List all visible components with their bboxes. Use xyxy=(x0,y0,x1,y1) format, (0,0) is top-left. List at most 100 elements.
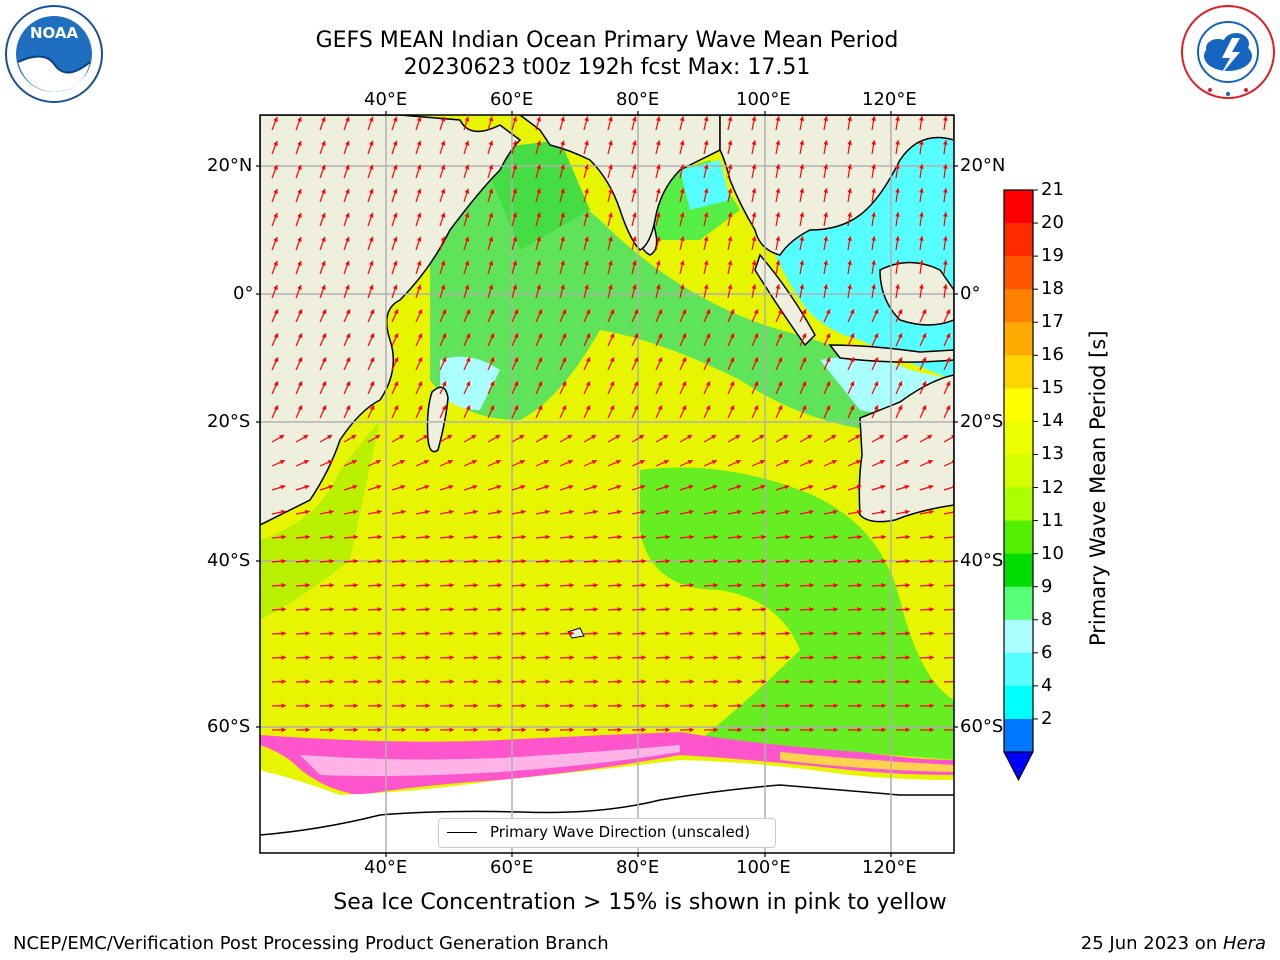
wave-arrow-head xyxy=(849,333,855,339)
wave-arrow-head xyxy=(825,309,831,315)
wave-arrow-head xyxy=(665,655,670,660)
wave-arrow-head xyxy=(664,509,670,515)
wave-arrow-head xyxy=(512,164,518,170)
wave-arrow-head xyxy=(799,236,805,242)
wave-arrow-head xyxy=(465,381,471,387)
colorbar-tick-label: 13 xyxy=(1041,443,1064,465)
wave-arrow-head xyxy=(808,484,814,490)
wave-arrow-head xyxy=(849,309,855,315)
wave-arrow-head xyxy=(608,260,613,266)
wave-arrow-head xyxy=(663,435,669,440)
wave-arrow-head xyxy=(297,333,303,339)
wave-arrow-head xyxy=(919,188,924,193)
wave-arrow-head xyxy=(297,140,302,146)
wave-arrow-head xyxy=(942,188,948,193)
wave-arrow-head xyxy=(280,484,286,490)
wave-arrow-head xyxy=(608,188,613,194)
wave-arrow-head xyxy=(608,116,613,122)
wave-arrow-head xyxy=(655,236,661,242)
wave-arrow-head xyxy=(305,607,310,612)
wave-arrow-head xyxy=(921,333,927,339)
wave-arrow-head xyxy=(727,260,733,266)
wave-arrow-head xyxy=(825,405,831,411)
wave-arrow-head xyxy=(345,236,350,242)
wave-arrow-head xyxy=(633,381,639,387)
wave-arrow-head xyxy=(353,631,358,636)
wave-arrow-head xyxy=(377,703,382,709)
wave-arrow-head xyxy=(584,260,589,266)
wave-arrow-head xyxy=(568,509,574,515)
wave-arrow-head xyxy=(520,509,526,515)
wave-arrow-head xyxy=(799,212,805,218)
wave-arrow-head xyxy=(543,459,549,465)
lon-tick-top: 60°E xyxy=(490,89,534,110)
wave-arrow-head xyxy=(345,381,351,387)
wave-arrow-head xyxy=(425,607,430,612)
wave-arrow-head xyxy=(655,164,661,170)
wave-arrow-head xyxy=(393,405,399,411)
wave-arrow-head xyxy=(929,703,934,709)
wave-arrow-head xyxy=(273,188,278,194)
wave-arrow-head xyxy=(632,116,637,122)
wave-arrow-head xyxy=(297,116,302,122)
wave-arrow-head xyxy=(895,164,900,169)
wave-arrow-head xyxy=(488,140,494,146)
wave-arrow-head xyxy=(591,435,597,440)
wave-arrow-head xyxy=(561,405,567,411)
wave-arrow-head xyxy=(871,116,876,121)
wave-arrow-head xyxy=(281,607,286,612)
wave-arrow-head xyxy=(632,284,637,290)
wave-arrow-head xyxy=(297,357,303,363)
wave-arrow-head xyxy=(777,381,783,387)
wave-arrow-head xyxy=(688,509,694,515)
wave-arrow-head xyxy=(903,459,909,465)
wave-arrow-head xyxy=(639,435,645,440)
colorbar-tick-label: 4 xyxy=(1041,674,1053,696)
colorbar-tick-label: 2 xyxy=(1041,707,1053,729)
wave-arrow-head xyxy=(465,309,471,315)
wave-arrow-head xyxy=(473,655,478,660)
wave-arrow-head xyxy=(833,582,838,588)
colorbar-tick-label: 10 xyxy=(1041,542,1064,564)
wave-arrow-head xyxy=(279,459,285,465)
wave-arrow-head xyxy=(761,631,766,636)
wave-arrow-head xyxy=(785,703,790,709)
lon-tick-bottom: 120°E xyxy=(862,857,917,878)
wave-arrow-head xyxy=(665,607,670,612)
wave-arrow-head xyxy=(305,679,310,685)
colorbar-tick-label: 17 xyxy=(1041,311,1064,333)
wave-arrow-head xyxy=(799,140,805,146)
wave-arrow-head xyxy=(489,405,495,411)
wave-arrow-head xyxy=(495,459,501,465)
wave-arrow-head xyxy=(329,607,334,612)
wave-arrow-head xyxy=(497,655,502,660)
wave-arrow-head xyxy=(897,381,903,387)
wave-arrow-head xyxy=(544,509,550,515)
wave-arrow-head xyxy=(425,558,430,564)
colorbar-tick-label: 19 xyxy=(1041,245,1064,267)
wave-arrow-head xyxy=(536,236,541,242)
wave-arrow-head xyxy=(560,140,565,146)
colorbar-tick-label: 20 xyxy=(1041,212,1064,234)
wave-arrow-head xyxy=(569,558,574,564)
wave-arrow-head xyxy=(785,558,790,564)
wave-arrow-head xyxy=(345,284,350,290)
wave-arrow-head xyxy=(801,381,807,387)
wave-arrow-head xyxy=(345,333,351,339)
wave-arrow-head xyxy=(640,509,646,515)
wave-arrow-head xyxy=(801,357,807,363)
wave-arrow-head xyxy=(321,116,326,122)
wave-arrow-head xyxy=(464,284,470,290)
sea-ice-caption: Sea Ice Concentration > 15% is shown in … xyxy=(333,890,947,915)
wave-arrow-head xyxy=(447,459,453,465)
wave-zone-green xyxy=(430,175,920,430)
wave-arrow-head xyxy=(471,459,477,465)
wave-arrow-head xyxy=(873,333,879,339)
wave-arrow-head xyxy=(537,381,543,387)
wave-arrow-head xyxy=(609,381,615,387)
wave-arrow-head xyxy=(942,236,948,241)
wave-arrow-head xyxy=(281,558,286,564)
wave-arrow-head xyxy=(321,381,327,387)
wave-arrow-head xyxy=(440,164,446,170)
wave-arrow-head xyxy=(425,582,430,588)
